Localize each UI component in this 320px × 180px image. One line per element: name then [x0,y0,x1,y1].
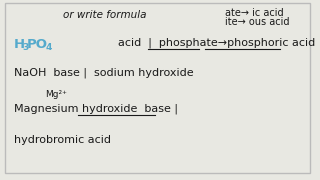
Text: PO: PO [27,38,48,51]
Text: 4: 4 [46,43,52,52]
Text: or write formula: or write formula [63,10,147,20]
Text: Mg²⁺: Mg²⁺ [45,90,67,99]
Text: NaOH  base |  sodium hydroxide: NaOH base | sodium hydroxide [14,68,194,78]
Text: Magnesium hydroxide  base |: Magnesium hydroxide base | [14,104,178,114]
Text: acid  |  phosphate→phosphoric acid: acid | phosphate→phosphoric acid [118,38,315,48]
Text: ite→ ous acid: ite→ ous acid [225,17,290,27]
Text: H: H [14,38,25,51]
Text: ate→ ic acid: ate→ ic acid [225,8,284,18]
Text: 3: 3 [22,43,28,52]
Text: hydrobromic acid: hydrobromic acid [14,135,111,145]
